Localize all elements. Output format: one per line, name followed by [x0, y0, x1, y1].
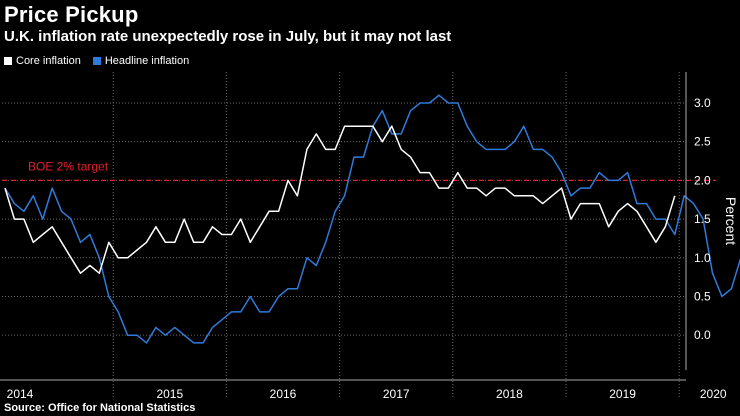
y-tick-label: 0.5 [694, 289, 711, 303]
y-tick-label: 1.5 [694, 212, 711, 226]
source-note: Source: Office for National Statistics [4, 402, 196, 414]
legend-label-headline: Headline inflation [104, 55, 190, 67]
x-tick-label: 2014 [7, 387, 34, 401]
x-tick-label: 2019 [609, 387, 636, 401]
core-inflation-line [4, 125, 676, 274]
x-tick-label: 2016 [270, 387, 297, 401]
legend: Core inflation Headline inflation [4, 55, 189, 67]
y-tick-label: 1.0 [694, 251, 711, 265]
y-axis-label: Percent [723, 197, 739, 245]
legend-swatch-headline [92, 57, 101, 65]
target-label: BOE 2% target [28, 159, 109, 173]
legend-item-core: Core inflation [4, 55, 81, 67]
legend-swatch-core [4, 57, 12, 65]
legend-label-core: Core inflation [16, 55, 81, 67]
x-tick-label: 2018 [496, 387, 523, 401]
y-tick-label: 2.0 [694, 173, 711, 187]
y-tick-label: 0.0 [694, 328, 711, 342]
chart-title: Price Pickup [4, 2, 139, 27]
x-tick-label: 2015 [156, 387, 183, 401]
x-tick-label: 2017 [383, 387, 410, 401]
x-tick-label: 2020 [700, 387, 727, 401]
chart-subtitle: U.K. inflation rate unexpectedly rose in… [4, 28, 452, 45]
y-tick-label: 2.5 [694, 135, 711, 149]
y-tick-label: 3.0 [694, 96, 711, 110]
legend-item-headline: Headline inflation [92, 55, 190, 67]
